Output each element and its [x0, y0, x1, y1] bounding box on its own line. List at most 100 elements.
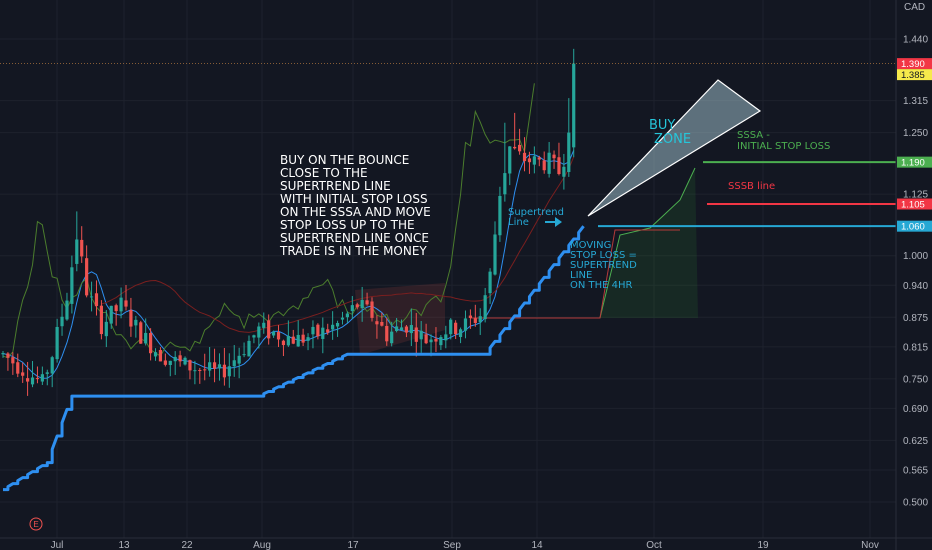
- cloud-green: [600, 168, 698, 318]
- x-tick-label: Oct: [646, 540, 662, 550]
- candle-body: [139, 322, 143, 344]
- candle-body: [129, 310, 133, 327]
- candle-body: [85, 258, 89, 296]
- candle-body: [173, 356, 177, 362]
- x-tick-label: Sep: [443, 540, 461, 550]
- main-annotation: BUY ON THE BOUNCE CLOSE TO THE SUPERTREN…: [279, 153, 435, 258]
- y-tick-label: 0.940: [903, 281, 928, 292]
- y-axis: 1.440 1.315 1.250 1.125 1.000 0.940 0.875 0.815…: [903, 35, 928, 509]
- cloud-red: [355, 283, 445, 355]
- candle-body: [562, 166, 566, 177]
- candle-body: [345, 313, 349, 318]
- candle-body: [380, 321, 384, 326]
- stop-levels: [0, 63, 896, 228]
- candle-body: [144, 332, 148, 344]
- y-tick-label: 1.440: [903, 35, 928, 46]
- candle-body: [242, 354, 246, 356]
- x-tick-label: Aug: [253, 540, 271, 550]
- candles: [1, 48, 576, 396]
- y-tick-label: 0.500: [903, 498, 928, 509]
- supertrend-line: [3, 225, 585, 492]
- candle-body: [149, 332, 153, 354]
- candle-body: [542, 160, 546, 171]
- candle-body: [498, 195, 502, 236]
- candle-body: [183, 357, 187, 365]
- candle-body: [55, 326, 59, 360]
- candle-body: [340, 317, 345, 320]
- candle-body: [429, 339, 433, 343]
- candle-body: [409, 325, 413, 334]
- candle-body: [316, 324, 320, 337]
- candle-body: [193, 370, 197, 372]
- price-label-box: [897, 220, 932, 232]
- candle-body: [70, 267, 74, 304]
- candle-body: [16, 362, 20, 374]
- candle-body: [65, 300, 69, 320]
- candle-body: [414, 327, 418, 342]
- candle-body: [518, 144, 522, 152]
- candle-body: [124, 300, 128, 307]
- y-tick-label: 0.690: [903, 404, 928, 415]
- price-label-box: [897, 156, 932, 168]
- candle-body: [286, 335, 290, 346]
- candle-body: [454, 322, 458, 335]
- senkou-a: [599, 167, 696, 319]
- grid: [0, 0, 896, 538]
- candle-body: [50, 357, 54, 374]
- x-tick-label: 13: [118, 540, 130, 550]
- candle-body: [557, 157, 561, 175]
- candle-body: [522, 152, 527, 162]
- candle-body: [198, 369, 202, 371]
- candle-body: [365, 300, 369, 305]
- earnings-marker[interactable]: [29, 517, 43, 531]
- supertrend-path: [3, 225, 585, 492]
- buy-zone-cone: [587, 79, 762, 217]
- candle-body: [262, 322, 266, 328]
- candle-body: [370, 301, 374, 318]
- candle-body: [212, 362, 217, 369]
- senkou-b: [470, 229, 680, 319]
- sssa-label: SSSA - INITIAL STOP LOSS: [737, 130, 830, 152]
- candle-body: [109, 305, 113, 324]
- candle-body: [335, 322, 340, 327]
- currency-label: CAD: [904, 2, 925, 13]
- candle-body: [532, 156, 536, 165]
- candle-body: [488, 271, 492, 294]
- x-tick-label: 19: [757, 540, 769, 550]
- candle-body: [45, 372, 49, 374]
- buy-zone-label: BUY ZONE: [649, 118, 691, 147]
- candle-body: [114, 305, 118, 312]
- candle-body: [80, 239, 84, 257]
- candle-body: [424, 334, 428, 344]
- candle-body: [21, 372, 25, 376]
- candle-body: [439, 337, 443, 346]
- candle-body: [404, 326, 409, 333]
- candle-body: [222, 364, 226, 378]
- candle-body: [468, 315, 472, 319]
- ichimoku-cloud: [355, 167, 698, 355]
- candle-body: [463, 318, 468, 331]
- candle-body: [513, 146, 517, 149]
- candle-body: [483, 295, 487, 320]
- x-tick-label: 14: [531, 540, 543, 550]
- candle-body: [208, 362, 212, 371]
- price-label-text: 1.385: [901, 70, 925, 81]
- candle-body: [26, 378, 30, 382]
- candle-body: [60, 316, 64, 327]
- candle-body: [35, 378, 40, 380]
- candle-body: [203, 369, 207, 371]
- candle-body: [478, 316, 482, 323]
- candle-body: [296, 334, 300, 347]
- candle-body: [237, 355, 241, 364]
- x-axis: Jul 13 22 Aug 17 Sep 14 Oct 19 Nov: [51, 540, 879, 550]
- candle-body: [537, 157, 541, 160]
- candle-body: [321, 327, 325, 339]
- candle-body: [390, 331, 394, 344]
- candle-body: [331, 324, 335, 330]
- candle-body: [567, 132, 571, 172]
- candle-body: [75, 239, 79, 264]
- candle-body: [276, 332, 281, 340]
